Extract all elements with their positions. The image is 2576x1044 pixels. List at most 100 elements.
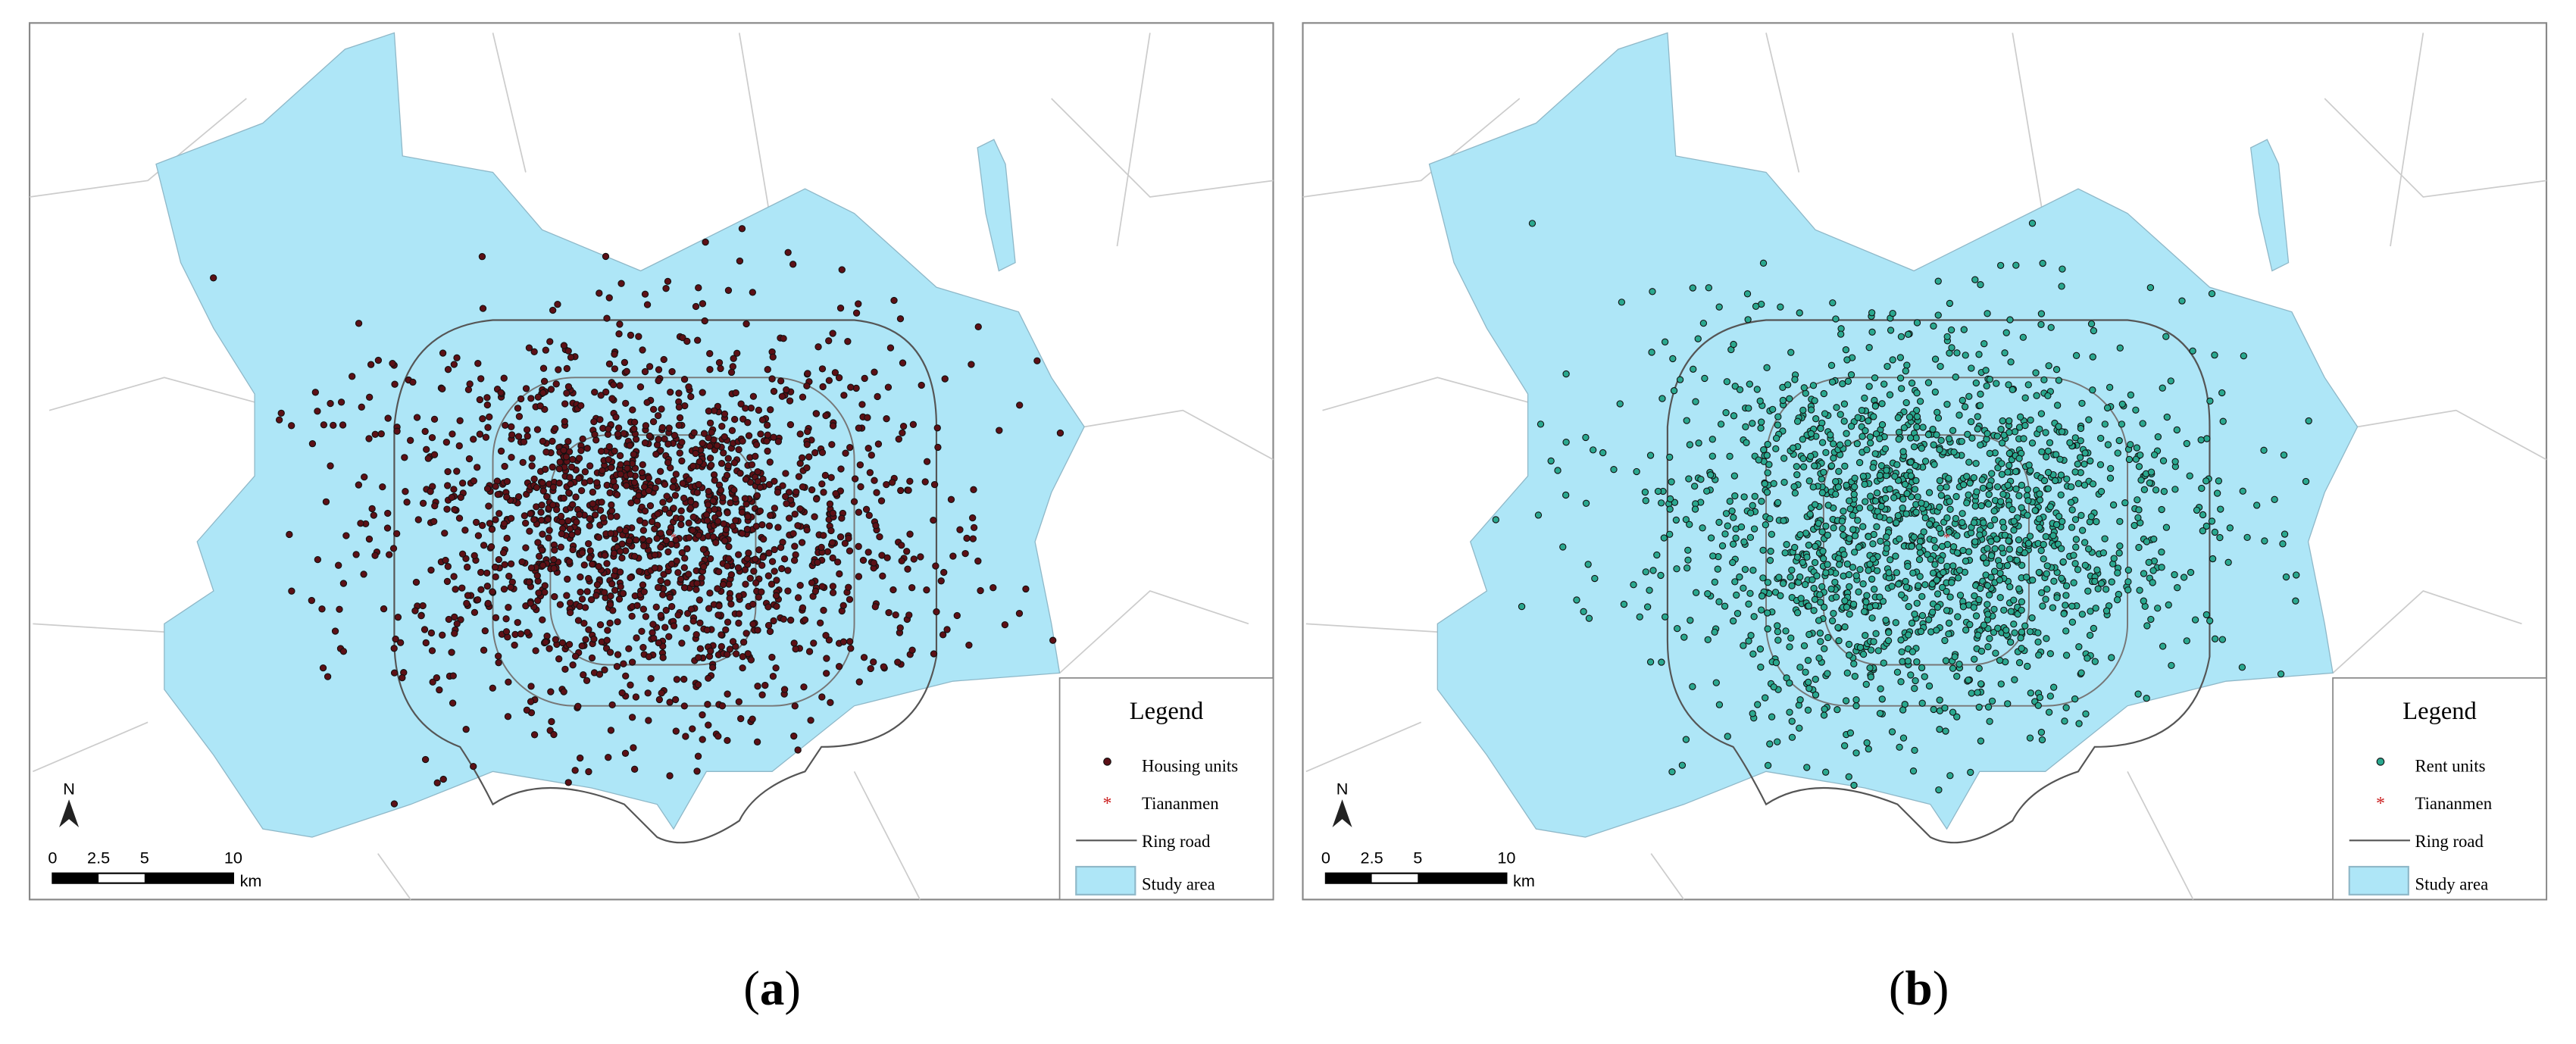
unit-point xyxy=(1977,647,1986,655)
unit-point xyxy=(866,469,874,477)
unit-point xyxy=(441,530,449,537)
unit-point xyxy=(784,248,792,256)
unit-point xyxy=(1965,548,1973,555)
unit-point xyxy=(709,533,717,541)
unit-point xyxy=(2042,429,2049,436)
unit-point xyxy=(2102,607,2111,614)
unit-point xyxy=(1862,680,1870,688)
unit-point xyxy=(2140,486,2149,493)
unit-point xyxy=(1843,603,1851,611)
unit-point xyxy=(1987,522,1994,530)
unit-point xyxy=(1618,299,1626,306)
unit-point xyxy=(564,779,572,786)
unit-point xyxy=(495,652,502,660)
unit-point xyxy=(693,767,701,775)
unit-point xyxy=(527,683,535,690)
unit-point xyxy=(646,432,654,440)
unit-point xyxy=(1779,580,1787,587)
unit-point xyxy=(1658,395,1666,402)
unit-point xyxy=(1809,382,1818,389)
unit-point xyxy=(1849,600,1858,608)
unit-point xyxy=(685,570,692,578)
unit-point xyxy=(2143,695,2150,702)
unit-point xyxy=(885,608,893,617)
unit-point xyxy=(685,534,693,542)
unit-point xyxy=(1757,663,1765,671)
unit-point xyxy=(695,284,702,292)
unit-point xyxy=(2110,555,2118,562)
unit-point xyxy=(1990,516,1999,524)
unit-point xyxy=(752,441,761,449)
unit-point xyxy=(767,511,774,519)
unit-point xyxy=(2056,455,2064,463)
unit-point xyxy=(1917,627,1925,636)
unit-point xyxy=(1984,611,1992,618)
unit-point xyxy=(643,301,652,308)
unit-point xyxy=(492,516,499,524)
unit-point xyxy=(1930,322,1937,330)
unit-point xyxy=(1838,517,1846,525)
unit-point xyxy=(654,411,662,420)
unit-point xyxy=(286,530,293,539)
unit-point xyxy=(659,499,667,506)
unit-point xyxy=(705,721,712,729)
unit-point xyxy=(683,337,691,345)
unit-point xyxy=(597,392,605,399)
unit-point xyxy=(1984,601,1991,608)
unit-point xyxy=(2135,463,2143,470)
unit-point xyxy=(642,613,650,620)
unit-point xyxy=(675,389,683,397)
unit-point xyxy=(1916,537,1924,545)
unit-point xyxy=(539,479,546,487)
unit-point xyxy=(589,561,596,568)
unit-point xyxy=(1805,602,1812,610)
unit-point xyxy=(772,592,780,599)
unit-point xyxy=(611,447,618,455)
unit-point xyxy=(2043,562,2051,570)
unit-point xyxy=(1824,502,1832,509)
unit-point xyxy=(1943,514,1951,522)
unit-point xyxy=(1931,544,1939,552)
unit-point xyxy=(734,564,742,572)
unit-point xyxy=(1843,669,1851,677)
unit-point xyxy=(1916,549,1924,557)
unit-point xyxy=(1987,538,1995,545)
unit-point xyxy=(578,595,586,603)
unit-point xyxy=(1876,513,1884,520)
unit-point xyxy=(1736,573,1743,581)
unit-point xyxy=(827,474,835,481)
unit-point xyxy=(839,638,848,645)
unit-point xyxy=(1934,408,1941,416)
unit-point xyxy=(1768,713,1776,720)
unit-point xyxy=(322,498,330,506)
unit-point xyxy=(2071,468,2079,476)
unit-point xyxy=(651,525,658,533)
unit-point xyxy=(1849,564,1857,571)
unit-point xyxy=(1769,405,1777,414)
unit-point xyxy=(358,403,365,411)
unit-point xyxy=(1799,463,1808,470)
unit-point xyxy=(974,323,982,331)
unit-point xyxy=(1953,349,1961,357)
unit-point xyxy=(970,524,978,532)
unit-point xyxy=(749,715,756,723)
unit-point xyxy=(461,527,469,534)
unit-point xyxy=(800,683,808,691)
unit-point xyxy=(620,430,627,437)
unit-point xyxy=(1936,503,1943,511)
unit-point xyxy=(371,552,379,559)
unit-point xyxy=(541,589,549,596)
unit-point xyxy=(2011,676,2018,683)
unit-point xyxy=(1759,574,1767,582)
unit-point xyxy=(374,356,383,364)
unit-point xyxy=(2226,524,2234,532)
unit-point xyxy=(953,611,961,620)
unit-point xyxy=(1906,434,1915,442)
district-boundary xyxy=(1322,377,1528,411)
unit-point xyxy=(1790,483,1798,491)
unit-point xyxy=(908,646,916,654)
unit-point xyxy=(2062,627,2070,635)
unit-point xyxy=(1762,521,1770,529)
district-boundary xyxy=(1305,623,1438,633)
unit-point xyxy=(2040,541,2047,549)
